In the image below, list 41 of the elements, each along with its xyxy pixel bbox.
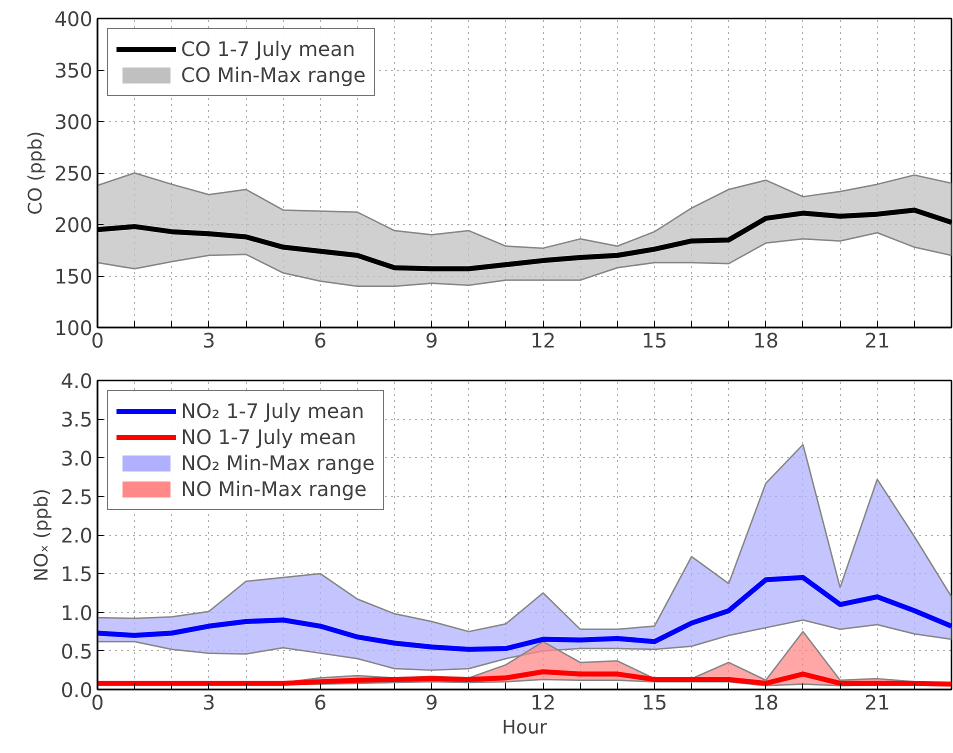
x-tick-label: 18 [753,328,779,352]
y-tick-label: 3.5 [60,408,93,432]
y-tick-label: 150 [54,264,93,288]
x-tick-label: 15 [642,328,668,352]
y-axis-title: CO (ppb) [25,131,46,215]
y-tick-label: 400 [54,7,93,31]
legend-label: NO₂ 1-7 July mean [181,399,364,423]
y-tick-label: 350 [54,58,93,82]
x-tick-label: 0 [91,690,104,714]
x-tick-label: 12 [530,328,556,352]
x-tick-label: 6 [314,690,327,714]
y-tick-label: 200 [54,213,93,237]
x-tick-label: 3 [202,328,216,352]
x-tick-label: 15 [642,690,668,714]
y-tick-label: 0.0 [60,678,93,702]
y-tick-label: 2.0 [60,524,93,548]
legend-label: NO Min-Max range [181,477,367,501]
y-tick-label: 1.5 [60,562,93,586]
x-tick-label: 6 [314,328,327,352]
legend-label: NO 1-7 July mean [181,425,356,449]
legend-label: CO 1-7 July mean [181,37,356,61]
y-tick-label: 1.0 [60,600,93,625]
y-axis-title: NOₓ (ppb) [32,488,53,582]
x-tick-label: 21 [864,328,890,352]
x-tick-label: 18 [753,690,779,714]
x-tick-label: 12 [530,690,556,714]
x-tick-label: 3 [202,690,216,714]
y-tick-label: 0.5 [60,639,93,664]
y-tick-label: 100 [54,316,93,340]
x-tick-label: 9 [425,690,438,714]
y-tick-label: 300 [54,110,93,134]
x-axis-title: Hour [502,718,548,738]
x-tick-label: 0 [91,328,104,352]
y-tick-label: 2.5 [60,484,93,509]
legend-label: CO Min-Max range [181,63,366,87]
x-tick-label: 9 [425,328,438,352]
y-tick-label: 250 [54,162,93,186]
x-tick-label: 21 [864,690,890,714]
y-tick-label: 4.0 [60,369,93,393]
y-tick-label: 3.0 [60,446,93,470]
legend-label: NO₂ Min-Max range [181,451,375,475]
